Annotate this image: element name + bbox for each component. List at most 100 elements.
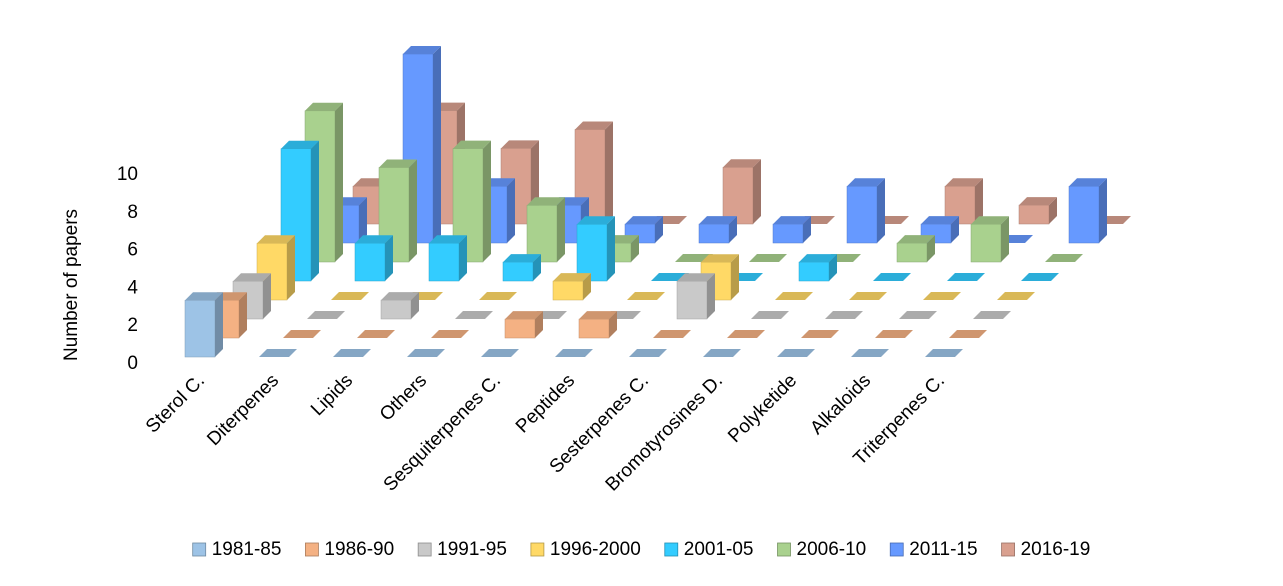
bar-top — [381, 292, 419, 301]
bar — [851, 349, 889, 357]
bar-top — [283, 330, 321, 338]
bar-side — [607, 216, 615, 281]
bar-side — [631, 235, 639, 262]
bar — [354, 235, 393, 282]
bar-front — [184, 300, 216, 358]
bar-front — [1018, 204, 1050, 225]
bar-side — [557, 197, 565, 262]
legend-item: 2016-19 — [1001, 539, 1091, 560]
y-tick-label: 8 — [127, 202, 138, 223]
bar-top — [699, 216, 737, 225]
bar-side — [753, 159, 761, 224]
bar-side — [927, 235, 935, 262]
bar-top — [305, 102, 343, 111]
bar-top — [355, 235, 393, 244]
bar-top — [777, 349, 815, 357]
bar-top — [575, 121, 613, 130]
bar-front — [676, 280, 708, 320]
bar-front — [354, 242, 386, 282]
bar-top — [947, 273, 985, 281]
bar-front — [504, 318, 536, 339]
bar — [1045, 254, 1083, 262]
bar-top — [801, 330, 839, 338]
bar — [1018, 197, 1057, 225]
bar-front — [798, 261, 830, 282]
bar-top — [555, 349, 593, 357]
y-tick-label: 6 — [127, 240, 138, 261]
bar — [825, 311, 863, 319]
bar — [873, 273, 911, 281]
bar-top — [773, 216, 811, 225]
bar — [923, 292, 961, 300]
bar-top — [379, 159, 417, 168]
bar-side — [583, 273, 591, 300]
legend-label: 1981-85 — [212, 539, 282, 560]
bar-front — [380, 299, 412, 320]
bar — [627, 292, 665, 300]
legend-label: 2016-19 — [1021, 539, 1091, 560]
bar — [629, 349, 667, 357]
bar-top — [775, 292, 813, 300]
bar-top — [847, 178, 885, 187]
bar-front — [428, 242, 460, 282]
bar — [555, 349, 593, 357]
bar-top — [749, 254, 787, 262]
bar-top — [921, 216, 959, 225]
bar — [775, 292, 813, 300]
bar-top — [577, 216, 615, 225]
bar — [455, 311, 493, 319]
bar-top — [1045, 254, 1083, 262]
bar — [846, 178, 885, 244]
bar-top — [677, 273, 715, 282]
bar — [970, 216, 1009, 263]
bar — [777, 349, 815, 357]
bar-front — [698, 223, 730, 244]
legend-swatch — [1001, 542, 1015, 557]
bar-side — [335, 102, 343, 262]
bar-side — [533, 254, 541, 281]
legend-item: 2006-10 — [777, 539, 867, 560]
bar — [798, 254, 837, 282]
legend-swatch — [530, 542, 545, 557]
bar — [333, 349, 371, 357]
bar-top — [453, 140, 491, 149]
bar-front — [576, 224, 608, 282]
bar-top — [553, 273, 591, 282]
bar-top — [925, 349, 963, 357]
bar — [997, 292, 1035, 300]
bar — [973, 311, 1011, 319]
bar — [452, 140, 491, 263]
bar-side — [731, 254, 739, 300]
bar-side — [729, 216, 737, 243]
legend-label: 2006-10 — [797, 539, 867, 560]
y-tick-label: 2 — [127, 315, 138, 336]
bar — [502, 254, 541, 282]
bar-front — [1068, 186, 1100, 244]
bar — [1021, 273, 1059, 281]
bar — [653, 330, 691, 338]
bar — [431, 330, 469, 338]
bar-side — [877, 178, 885, 243]
bar — [504, 311, 543, 339]
legend-swatch — [889, 542, 904, 557]
bar-top — [455, 311, 493, 319]
bar-top — [1069, 178, 1107, 187]
bar-top — [257, 235, 295, 244]
bar-side — [951, 216, 959, 243]
bar — [698, 216, 737, 244]
bar — [283, 330, 321, 338]
bar-top — [527, 197, 565, 206]
bar — [849, 292, 887, 300]
bar-front — [722, 167, 754, 225]
x-tick-label: Lipids — [307, 370, 357, 420]
bar — [947, 273, 985, 281]
bar — [801, 330, 839, 338]
bar — [259, 349, 297, 357]
bar-top — [799, 254, 837, 263]
bar — [407, 349, 445, 357]
bar — [1068, 178, 1107, 244]
legend-swatch — [777, 542, 791, 557]
bar-top — [923, 292, 961, 300]
bar-top — [727, 330, 765, 338]
legend-label: 1996-2000 — [550, 539, 641, 560]
